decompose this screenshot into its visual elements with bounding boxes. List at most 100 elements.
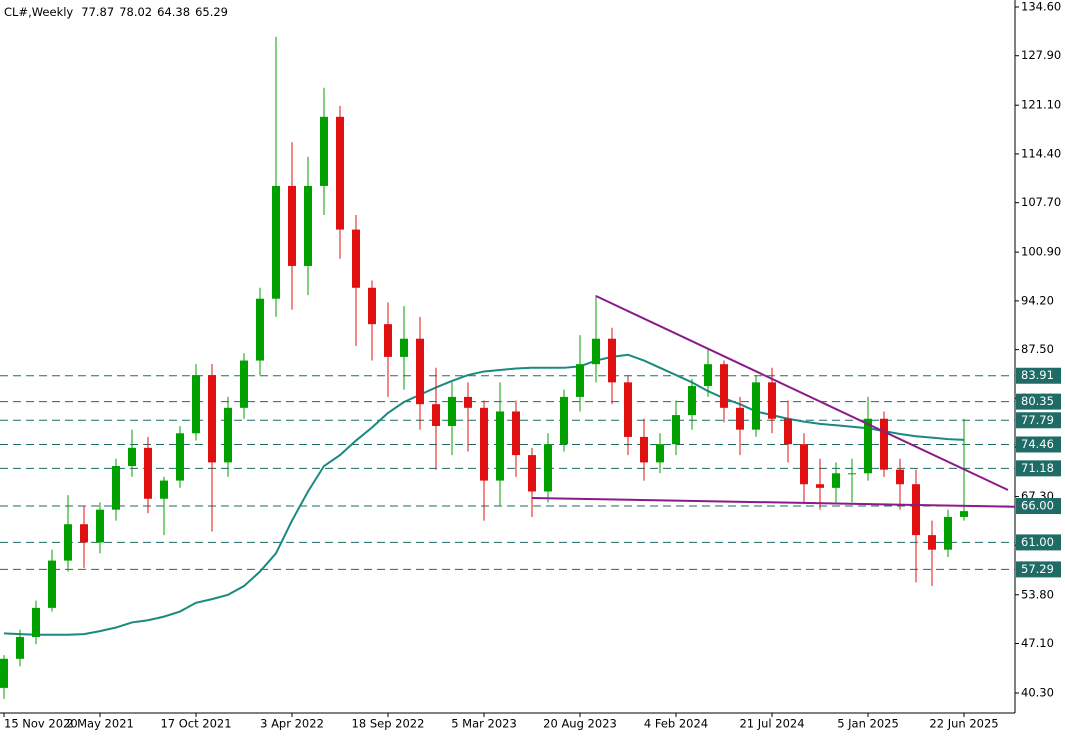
candle-body	[464, 396, 472, 408]
candle-body	[48, 560, 56, 608]
level-box	[1016, 393, 1061, 410]
candle-body	[768, 382, 776, 419]
symbol: CL#,Weekly	[4, 5, 73, 19]
y-tick-label: 100.90	[1021, 245, 1061, 259]
candle-body	[272, 185, 280, 299]
candle-body	[352, 229, 360, 288]
candle-body	[304, 185, 312, 266]
candle-body	[624, 382, 632, 437]
level-label: 83.91	[1021, 368, 1054, 382]
candle-body	[160, 480, 168, 499]
candle-body	[800, 444, 808, 485]
candle-body	[688, 385, 696, 416]
y-tick-label: 47.10	[1021, 636, 1054, 650]
y-tick-label: 114.40	[1021, 146, 1061, 160]
candle-body	[704, 364, 712, 386]
level-label: 71.18	[1021, 461, 1054, 475]
candle-body	[128, 447, 136, 467]
y-tick-label: 94.20	[1021, 293, 1054, 307]
level-label: 66.00	[1021, 499, 1054, 513]
candle-body	[448, 396, 456, 427]
chart-header: CL#,Weekly 77.87 78.02 64.38 65.29	[4, 5, 228, 19]
x-tick-label: 20 Aug 2023	[543, 717, 617, 731]
candle-body	[0, 658, 8, 688]
candle-body	[240, 360, 248, 408]
candle-body	[816, 484, 824, 488]
level-box	[1016, 561, 1061, 578]
candle-body	[640, 436, 648, 463]
level-box	[1016, 412, 1061, 429]
x-tick-label: 22 Jun 2025	[929, 717, 998, 731]
y-tick-label: 53.80	[1021, 587, 1054, 601]
candle-body	[560, 396, 568, 445]
candle-body	[832, 473, 840, 488]
x-tick-label: 17 Oct 2021	[160, 717, 231, 731]
candle-body	[256, 298, 264, 361]
candle-body	[416, 338, 424, 405]
trendline	[531, 497, 1016, 508]
y-tick-label: 107.70	[1021, 195, 1061, 209]
level-label: 80.35	[1021, 394, 1054, 408]
x-tick-label: 5 Jan 2025	[837, 717, 899, 731]
candle-body	[576, 364, 584, 397]
candle-body	[64, 524, 72, 561]
trendline	[595, 295, 1009, 491]
candle-body	[528, 455, 536, 492]
x-tick-label: 18 Sep 2022	[352, 717, 425, 731]
candle-body	[496, 411, 504, 481]
candle-body	[864, 418, 872, 474]
low: 64.38	[157, 5, 190, 19]
y-tick-label: 127.90	[1021, 48, 1061, 62]
y-tick-label: 40.30	[1021, 685, 1054, 699]
candle-body	[896, 469, 904, 485]
level-box	[1016, 534, 1061, 551]
candle-body	[96, 509, 104, 543]
close: 65.29	[195, 5, 228, 19]
candle-body	[80, 524, 88, 543]
candle-body	[592, 338, 600, 365]
candle-body	[944, 516, 952, 550]
candle-body	[112, 466, 120, 510]
candle-body	[176, 433, 184, 481]
candle-body	[656, 444, 664, 463]
candle-body	[608, 338, 616, 383]
level-label: 77.79	[1021, 413, 1054, 427]
candle-body	[224, 407, 232, 463]
x-tick-label: 5 Mar 2023	[451, 717, 517, 731]
moving-average	[3, 353, 965, 636]
open: 77.87	[81, 5, 114, 19]
x-tick-label: 15 Nov 2020	[4, 717, 78, 731]
candle-body	[928, 535, 936, 550]
candle-body	[848, 473, 856, 475]
candle-body	[912, 484, 920, 536]
candle-body	[960, 511, 968, 517]
candle-body	[400, 338, 408, 357]
level-label: 61.00	[1021, 535, 1054, 549]
y-tick-label: 121.10	[1021, 98, 1061, 112]
x-tick-label: 21 Jul 2024	[739, 717, 804, 731]
candle-body	[320, 116, 328, 186]
candle-body	[880, 418, 888, 470]
candle-body	[544, 444, 552, 492]
level-box	[1016, 460, 1061, 477]
candle-body	[144, 447, 152, 499]
candle-body	[208, 375, 216, 463]
y-tick-label: 134.60	[1021, 0, 1061, 13]
y-tick-label: 87.50	[1021, 342, 1054, 356]
x-tick-label: 3 Apr 2022	[260, 717, 324, 731]
candle-body	[32, 607, 40, 637]
x-tick-label: 2 May 2021	[66, 717, 134, 731]
candle-body	[384, 324, 392, 357]
candle-body	[432, 404, 440, 427]
candle-body	[368, 287, 376, 325]
candle-body	[784, 418, 792, 445]
x-tick-label: 4 Feb 2024	[644, 717, 708, 731]
candle-body	[288, 185, 296, 266]
level-label: 57.29	[1021, 562, 1054, 576]
candle-body	[336, 116, 344, 230]
high: 78.02	[119, 5, 152, 19]
candle-body	[720, 364, 728, 408]
candle-body	[480, 407, 488, 481]
candle-body	[192, 375, 200, 434]
